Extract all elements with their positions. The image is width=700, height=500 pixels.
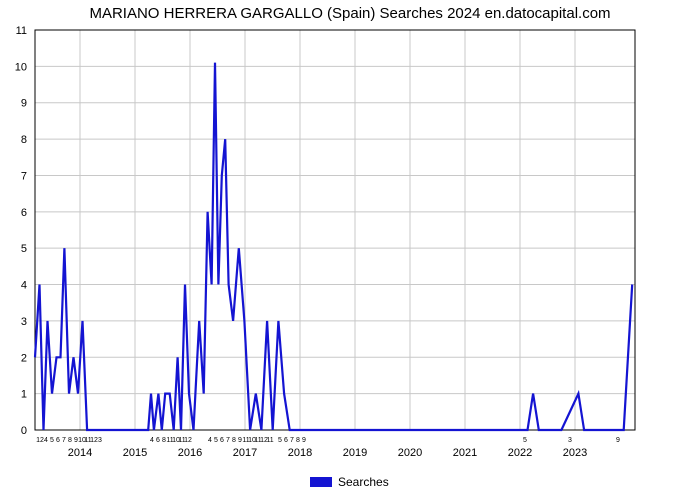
y-tick-label: 1 — [21, 389, 27, 401]
x-year-label: 2017 — [233, 447, 257, 459]
x-year-label: 2016 — [178, 447, 202, 459]
x-subtick-label: 9 — [302, 437, 306, 444]
x-subtick-label: 4 — [150, 437, 154, 444]
legend-swatch — [310, 477, 332, 487]
y-tick-label: 6 — [21, 207, 27, 219]
y-tick-label: 9 — [21, 98, 27, 110]
x-subtick-label: 4 — [208, 437, 212, 444]
x-subtick-label: 7 — [226, 437, 230, 444]
x-subtick-label: 9 — [616, 437, 620, 444]
x-year-label: 2021 — [453, 447, 477, 459]
x-year-label: 2019 — [343, 447, 367, 459]
y-tick-label: 2 — [21, 352, 27, 364]
x-subtick-label: 11 — [266, 437, 273, 444]
y-tick-label: 4 — [21, 280, 27, 292]
x-subtick-label: 6 — [284, 437, 288, 444]
x-year-label: 2023 — [563, 447, 587, 459]
x-year-label: 2020 — [398, 447, 422, 459]
x-subtick-label: 12 — [90, 437, 98, 444]
x-subtick-label: 12 — [184, 437, 192, 444]
x-subtick-label: 5 — [214, 437, 218, 444]
x-year-label: 2018 — [288, 447, 312, 459]
x-subtick-label: 3 — [568, 437, 572, 444]
y-tick-label: 5 — [21, 243, 27, 255]
y-tick-label: 7 — [21, 170, 27, 182]
y-tick-label: 8 — [21, 134, 27, 146]
legend-label: Searches — [338, 475, 389, 489]
x-subtick-label: 8 — [232, 437, 236, 444]
x-subtick-label: 12 — [36, 437, 44, 444]
chart-svg: 01234567891011MARIANO HERRERA GARGALLO (… — [0, 0, 700, 500]
x-subtick-label: 8 — [68, 437, 72, 444]
chart-title: MARIANO HERRERA GARGALLO (Spain) Searche… — [89, 5, 610, 22]
x-subtick-label: 6 — [156, 437, 160, 444]
y-tick-label: 11 — [16, 25, 27, 37]
x-subtick-label: 7 — [62, 437, 66, 444]
y-tick-label: 10 — [15, 61, 27, 73]
x-subtick-label: 6 — [56, 437, 60, 444]
x-subtick-label: 5 — [278, 437, 282, 444]
x-year-label: 2014 — [68, 447, 92, 459]
chart-container: 01234567891011MARIANO HERRERA GARGALLO (… — [0, 0, 700, 500]
x-year-label: 2022 — [508, 447, 532, 459]
x-year-label: 2015 — [123, 447, 147, 459]
x-subtick-label: 3 — [98, 437, 102, 444]
x-subtick-label: 5 — [523, 437, 527, 444]
x-subtick-label: 5 — [50, 437, 54, 444]
y-tick-label: 3 — [21, 316, 27, 328]
x-subtick-label: 8 — [296, 437, 300, 444]
x-subtick-label: 6 — [220, 437, 224, 444]
x-subtick-label: 7 — [290, 437, 294, 444]
y-tick-label: 0 — [21, 425, 27, 437]
x-subtick-label: 4 — [44, 437, 48, 444]
